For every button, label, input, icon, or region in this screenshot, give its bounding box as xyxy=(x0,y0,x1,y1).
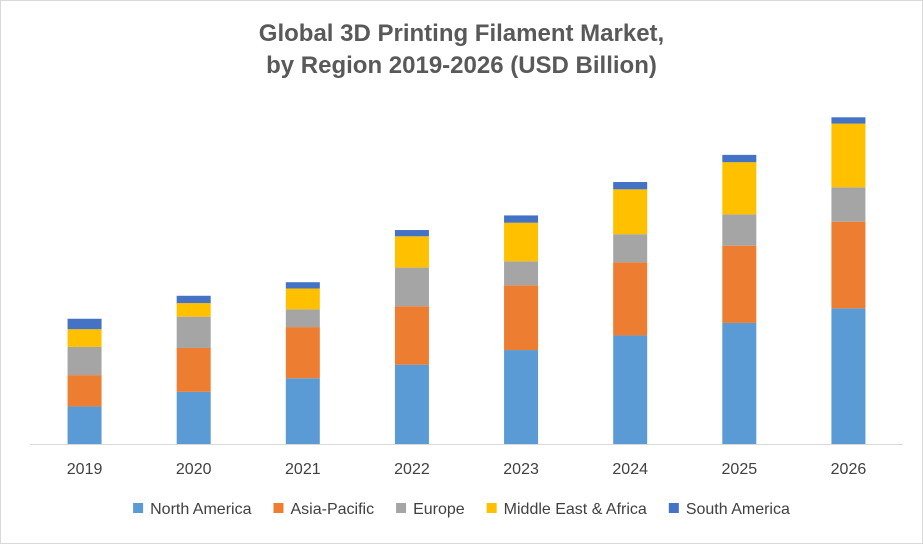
bar-2022-middle-east-africa xyxy=(394,236,429,268)
bar-2025-europe xyxy=(722,214,757,246)
legend-swatch-asia-pacific xyxy=(273,503,284,513)
bar-2021-north-america xyxy=(285,378,320,444)
legend: North America Asia-Pacific Europe Middle Ea… xyxy=(133,501,790,518)
bar-2025-south-america xyxy=(722,154,757,163)
bar-2020-middle-east-africa xyxy=(176,303,211,317)
bar-2019-middle-east-africa xyxy=(67,329,102,347)
bar-2021-asia-pacific xyxy=(285,327,320,379)
legend-label-europe: Europe xyxy=(413,501,465,518)
bar-2019-north-america xyxy=(67,406,102,444)
bar-2023-middle-east-africa xyxy=(504,222,539,262)
bar-2021-south-america xyxy=(285,282,320,289)
bar-2021-europe xyxy=(285,309,320,328)
bar-2022-europe xyxy=(394,267,429,307)
bar-2022-south-america xyxy=(394,230,429,237)
legend-swatch-middle-east-africa xyxy=(486,503,497,513)
bar-2026-north-america xyxy=(831,308,866,444)
x-tick-labels: 2019 2020 2021 2022 2023 2024 2025 2026 xyxy=(67,461,867,478)
x-tick-label-2022: 2022 xyxy=(394,461,430,478)
x-tick-label-2026: 2026 xyxy=(831,461,867,478)
bar-2024-north-america xyxy=(613,335,648,444)
chart-title-line2: by Region 2019-2026 (USD Billion) xyxy=(266,52,657,79)
bar-2026-asia-pacific xyxy=(831,221,866,309)
x-tick-label-2024: 2024 xyxy=(612,461,648,478)
bar-2023-asia-pacific xyxy=(504,285,539,351)
bar-2024-south-america xyxy=(613,182,648,190)
legend-label-middle-east-africa: Middle East & Africa xyxy=(504,501,647,518)
bar-2020-south-america xyxy=(176,295,211,304)
bar-2025-north-america xyxy=(722,322,757,444)
bar-2023-europe xyxy=(504,261,539,286)
bar-2021-middle-east-africa xyxy=(285,288,320,310)
x-tick-label-2019: 2019 xyxy=(67,461,103,478)
bar-2025-middle-east-africa xyxy=(722,162,757,215)
bar-2022-asia-pacific xyxy=(394,306,429,365)
bar-2026-middle-east-africa xyxy=(831,123,866,188)
legend-label-north-america: North America xyxy=(150,501,251,518)
bar-2019-asia-pacific xyxy=(67,375,102,407)
legend-label-south-america: South America xyxy=(686,501,790,518)
bar-2023-south-america xyxy=(504,215,539,223)
bar-2024-middle-east-africa xyxy=(613,189,648,235)
bar-2019-europe xyxy=(67,346,102,376)
bar-2022-north-america xyxy=(394,364,429,444)
legend-label-asia-pacific: Asia-Pacific xyxy=(290,501,374,518)
bar-2024-europe xyxy=(613,234,648,263)
x-tick-label-2020: 2020 xyxy=(176,461,212,478)
chart-title: Global 3D Printing Filament Market, by R… xyxy=(0,18,923,82)
bar-2026-europe xyxy=(831,187,866,222)
bar-2024-asia-pacific xyxy=(613,262,648,336)
bar-2019-south-america xyxy=(67,318,102,330)
chart-title-line1: Global 3D Printing Filament Market, xyxy=(258,20,665,47)
bar-2020-asia-pacific xyxy=(176,347,211,392)
bar-2020-north-america xyxy=(176,391,211,444)
bar-2026-south-america xyxy=(831,117,866,124)
bar-2020-europe xyxy=(176,316,211,348)
bar-2025-asia-pacific xyxy=(722,245,757,323)
legend-swatch-europe xyxy=(396,503,407,513)
legend-swatch-south-america xyxy=(668,503,679,513)
x-tick-label-2021: 2021 xyxy=(285,461,321,478)
x-tick-label-2023: 2023 xyxy=(503,461,539,478)
legend-swatch-north-america xyxy=(133,503,144,513)
bars-group xyxy=(67,117,866,444)
bar-2023-north-america xyxy=(504,350,539,444)
x-tick-label-2025: 2025 xyxy=(722,461,758,478)
